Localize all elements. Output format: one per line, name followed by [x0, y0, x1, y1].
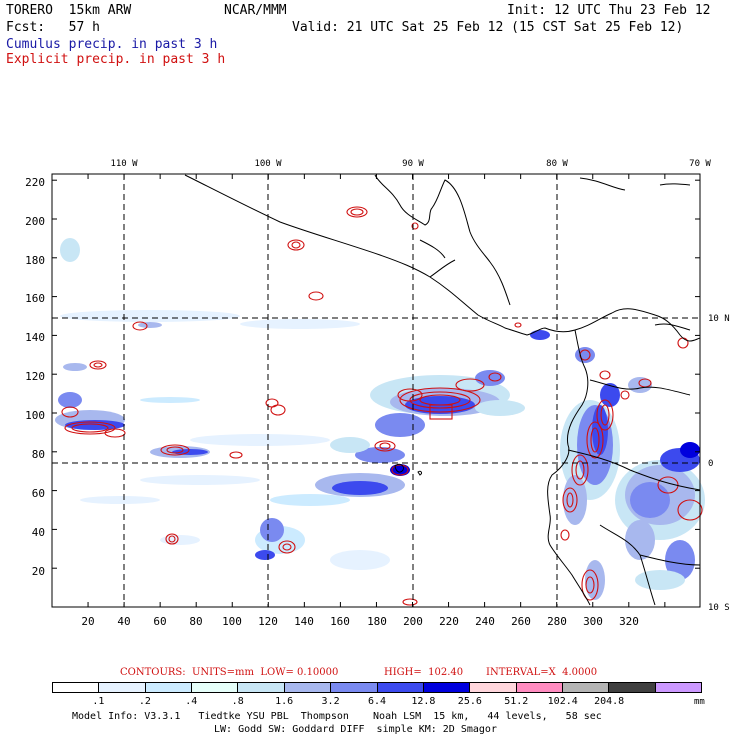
x-tick-label: 260	[511, 615, 531, 628]
colorbar-cell	[192, 683, 239, 692]
x-tick-label: 180	[367, 615, 387, 628]
x-tick-label: 280	[547, 615, 567, 628]
colorbar-cell	[609, 683, 656, 692]
contour-info: CONTOURS: UNITS=mm LOW= 0.10000	[120, 667, 339, 678]
lon-label: 110 W	[110, 159, 138, 169]
y-tick-label: 160	[25, 292, 45, 305]
x-tick-label: 140	[294, 615, 314, 628]
contour-interval: INTERVAL=X 4.0000	[486, 667, 598, 678]
lon-label: 100 W	[254, 159, 282, 169]
forecast-hour: Fcst: 57 h	[6, 20, 100, 35]
x-tick-label: 40	[117, 615, 130, 628]
colorbar-label: 25.6	[457, 696, 482, 707]
colorbar-cell	[516, 683, 563, 692]
x-tick-label: 120	[258, 615, 278, 628]
colorbar-label: .1	[92, 696, 105, 707]
y-tick-label: 140	[25, 331, 45, 344]
colorbar-cell	[99, 683, 146, 692]
model-info: Model Info: V3.3.1 Tiedtke YSU PBL Thomp…	[72, 711, 602, 722]
field-explicit-label: Explicit precip. in past 3 h	[6, 52, 226, 67]
y-tick-label: 180	[25, 254, 45, 267]
colorbar-cell	[145, 683, 193, 692]
lon-label: 80 W	[546, 159, 568, 169]
model-name: TORERO 15km ARW	[6, 3, 132, 18]
colorbar-cell	[331, 683, 378, 692]
colorbar-cell	[377, 683, 424, 692]
field-cumulus-label: Cumulus precip. in past 3 h	[6, 37, 218, 52]
y-tick-label: 120	[25, 370, 45, 383]
lat-label: 10 S	[708, 603, 730, 613]
colorbar-cell	[655, 683, 702, 692]
colorbar-label: 6.4	[367, 696, 387, 707]
x-tick-label: 80	[189, 615, 202, 628]
latitude-labels: 10 N 0 10 S	[708, 314, 730, 613]
longitude-labels: 110 W 100 W 90 W 80 W 70 W	[110, 159, 711, 169]
colorbar-cell	[53, 683, 100, 692]
explicit-precip-contours	[61, 206, 703, 606]
y-tick-label: 100	[25, 409, 45, 422]
x-tick-label: 240	[475, 615, 495, 628]
precip-shading	[55, 238, 705, 600]
organization: NCAR/MMM	[224, 3, 287, 18]
y-index-labels: 220 200 180 160 140 120 100 80 60 40 20	[25, 176, 45, 578]
colorbar-label: 3.2	[321, 696, 340, 707]
init-time: Init: 12 UTC Thu 23 Feb 12	[507, 3, 711, 18]
x-tick-label: 200	[403, 615, 423, 628]
lon-label: 90 W	[402, 159, 424, 169]
colorbar-label: 51.2	[504, 696, 529, 707]
lat-label: 10 N	[708, 314, 730, 324]
colorbar-label: 102.4	[547, 696, 578, 707]
colorbar-cell	[284, 683, 332, 692]
y-tick-label: 40	[32, 526, 45, 539]
latlon-grid	[52, 174, 700, 607]
y-tick-label: 220	[25, 176, 45, 189]
x-tick-label: 220	[439, 615, 459, 628]
colorbar-cell	[562, 683, 610, 692]
colorbar-cell	[238, 683, 285, 692]
colorbar-cell	[470, 683, 517, 692]
colorbar-label: 204.8	[594, 696, 625, 707]
colorbar-label: .4	[185, 696, 198, 707]
colorbar-label: 12.8	[411, 696, 436, 707]
precip-map: 110 W 100 W 90 W 80 W 70 W 10 N 0 10 S 2…	[25, 159, 730, 628]
physics-info: LW: Godd SW: Goddard DIFF simple KM: 2D …	[214, 724, 497, 735]
x-tick-label: 320	[619, 615, 639, 628]
colorbar	[52, 682, 702, 693]
x-tick-label: 60	[153, 615, 166, 628]
colorbar-label: .2	[138, 696, 151, 707]
y-tick-label: 80	[32, 448, 45, 461]
colorbar-label: .8	[231, 696, 244, 707]
valid-time: Valid: 21 UTC Sat 25 Feb 12 (15 CST Sat …	[292, 20, 684, 35]
coastlines	[184, 174, 701, 606]
lon-label: 70 W	[689, 159, 711, 169]
colorbar-cell	[423, 683, 471, 692]
contour-high: HIGH= 102.40	[384, 667, 464, 678]
y-tick-label: 200	[25, 215, 45, 228]
colorbar-label: 1.6	[275, 696, 294, 707]
axis-ticks	[51, 174, 700, 608]
x-tick-label: 300	[583, 615, 603, 628]
colorbar-unit: mm	[694, 697, 705, 707]
y-tick-label: 20	[32, 565, 45, 578]
x-tick-label: 20	[81, 615, 94, 628]
y-tick-label: 60	[32, 487, 45, 500]
lat-label: 0	[708, 459, 713, 469]
x-tick-label: 160	[330, 615, 350, 628]
x-index-labels: 20 40 60 80 100 120 140 160 180 200 220 …	[81, 615, 639, 628]
x-tick-label: 100	[222, 615, 242, 628]
colorbar-labels: .1 .2 .4 .8 1.6 3.2 6.4 12.8 25.6 51.2 102.4 204.8	[52, 696, 702, 708]
